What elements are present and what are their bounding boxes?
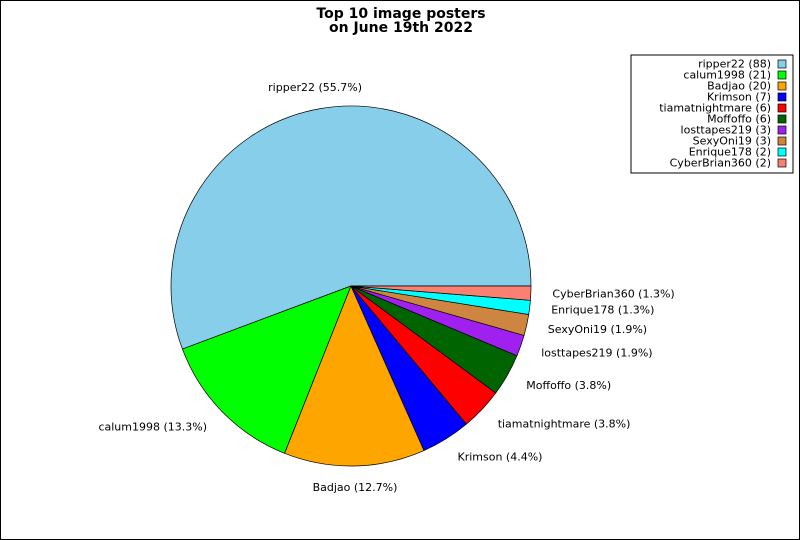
legend-label-losttapes219: losttapes219 (3) xyxy=(681,124,771,137)
legend-label-sexyoni19: SexyOni19 (3) xyxy=(693,135,771,148)
legend-swatch-sexyoni19 xyxy=(777,136,787,146)
legend-label-ripper22: ripper22 (88) xyxy=(698,58,771,71)
chart-subtitle: on June 19th 2022 xyxy=(329,20,473,36)
pie-slice-cyberbrian360 xyxy=(350,285,532,301)
legend-swatch-calum1998 xyxy=(777,70,787,80)
legend-label-calum1998: calum1998 (21) xyxy=(683,69,771,82)
legend-swatch-tiamatnightmare xyxy=(777,103,787,113)
slice-label-sexyoni19: SexyOni19 (1.9%) xyxy=(548,323,647,336)
slice-label-cyberbrian360: CyberBrian360 (1.3%) xyxy=(552,288,674,301)
slice-label-enrique178: Enrique178 (1.3%) xyxy=(551,304,654,317)
pie-slice-badjao xyxy=(284,285,425,467)
slice-label-moffoffo: Moffoffo (3.8%) xyxy=(526,379,611,392)
legend-label-moffoffo: Moffoffo (6) xyxy=(707,113,771,126)
legend-swatch-krimson xyxy=(777,92,787,102)
slice-label-krimson: Krimson (4.4%) xyxy=(458,451,543,464)
legend-label-krimson: Krimson (7) xyxy=(707,91,771,104)
legend-label-badjao: Badjao (20) xyxy=(707,80,771,93)
pie-labels: ripper22 (55.7%) calum1998 (13.3%) Badjao … xyxy=(98,81,674,494)
legend-label-cyberbrian360: CyberBrian360 (2) xyxy=(670,157,771,170)
pie-slices xyxy=(170,105,532,467)
pie-slice-calum1998 xyxy=(182,285,352,454)
legend-box xyxy=(630,54,794,174)
pie-slice-ripper22 xyxy=(170,105,532,350)
legend-swatch-cyberbrian360 xyxy=(777,158,787,168)
slice-label-badjao: Badjao (12.7%) xyxy=(313,481,398,494)
legend-swatch-losttapes219 xyxy=(777,125,787,135)
slice-label-tiamatnightmare: tiamatnightmare (3.8%) xyxy=(498,418,631,431)
slice-label-calum1998: calum1998 (13.3%) xyxy=(98,421,207,434)
legend: ripper22 (88)calum1998 (21)Badjao (20)Kr… xyxy=(630,54,794,174)
legend-swatch-moffoffo xyxy=(777,114,787,124)
legend-swatch-badjao xyxy=(777,81,787,91)
legend-label-tiamatnightmare: tiamatnightmare (6) xyxy=(659,102,771,115)
chart-title: Top 10 image posters xyxy=(316,6,485,22)
legend-label-enrique178: Enrique178 (2) xyxy=(689,146,771,159)
slice-label-ripper22: ripper22 (55.7%) xyxy=(268,81,362,94)
legend-swatch-enrique178 xyxy=(777,147,787,157)
slice-label-losttapes219: losttapes219 (1.9%) xyxy=(541,346,652,359)
legend-swatch-ripper22 xyxy=(777,59,787,69)
